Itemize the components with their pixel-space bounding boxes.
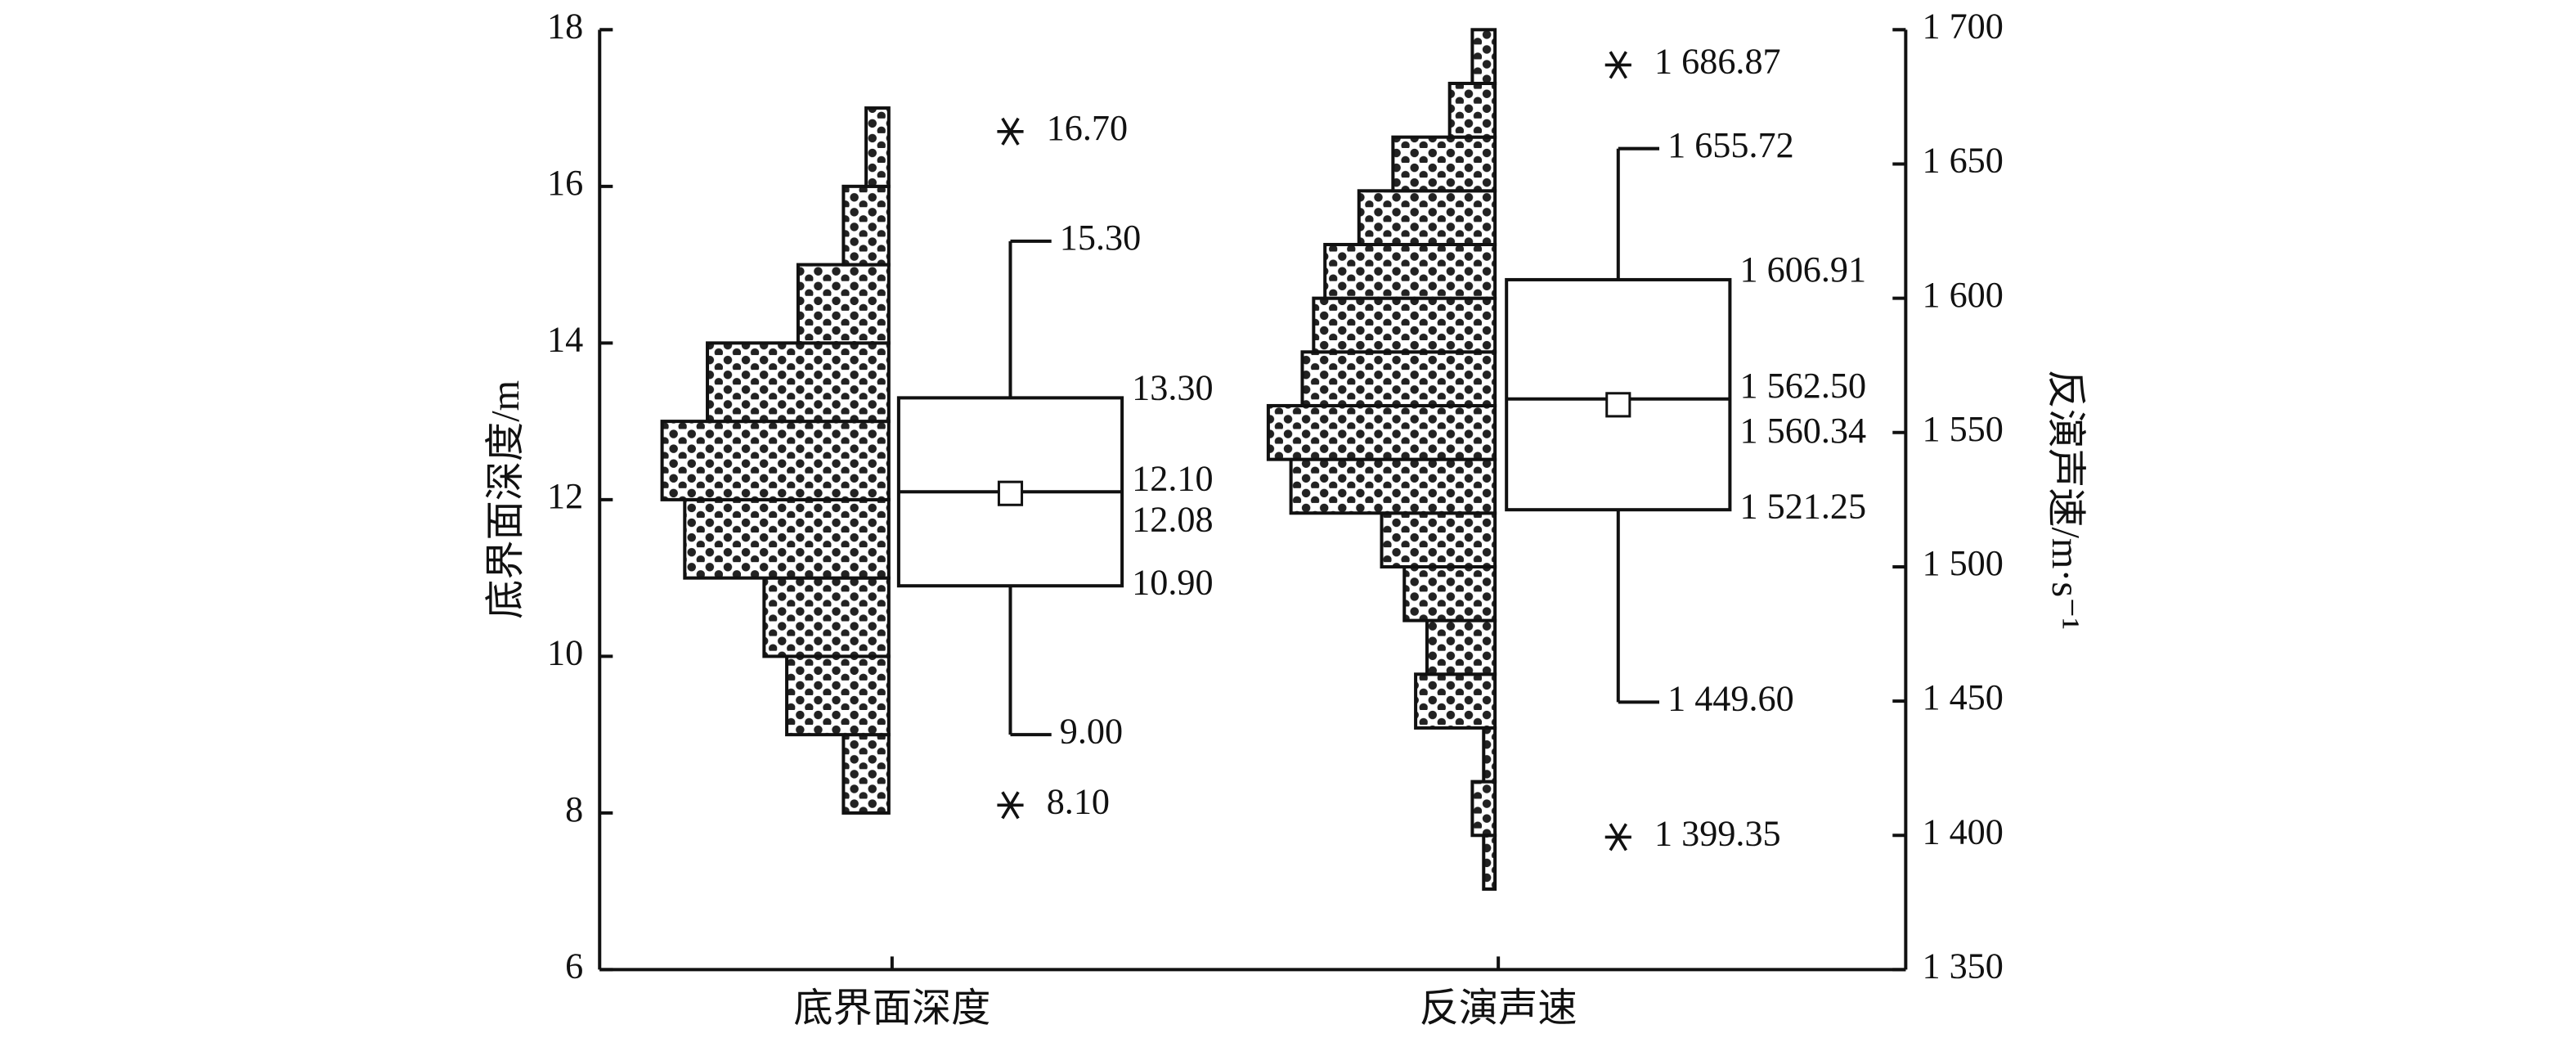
histogram-bar (1447, 81, 1497, 139)
y-tick-label: 8 (565, 789, 583, 829)
histogram-bar (1357, 189, 1497, 246)
histogram-bar (1470, 780, 1497, 838)
mean-marker (1605, 392, 1631, 418)
q1-label: 1 521.25 (1739, 486, 1866, 526)
outlier (1609, 51, 1627, 79)
histogram-bar (841, 733, 891, 815)
histogram-bar (841, 184, 891, 267)
histogram-bar (1470, 28, 1497, 85)
y-axis-label: 底界面深度/m (484, 380, 527, 619)
y2-axis-label: 反演声速/m·s⁻¹ (2044, 370, 2087, 630)
y2-tick-label: 1 550 (1922, 409, 2003, 449)
histogram-bar (864, 106, 891, 188)
outlier-label: 16.70 (1047, 108, 1128, 148)
histogram-bar (1425, 618, 1497, 676)
y2-tick-label: 1 350 (1922, 946, 2003, 986)
outlier (1609, 823, 1627, 852)
histogram-bar (762, 576, 891, 658)
y2-tick-label: 1 600 (1922, 275, 2003, 315)
mean-marker (997, 480, 1024, 506)
histogram-bar (706, 341, 891, 424)
outlier-label: 8.10 (1047, 781, 1110, 821)
outlier (1001, 791, 1020, 820)
histogram-bar (785, 654, 891, 737)
histogram-bar (1482, 834, 1497, 891)
x-tick-label: 反演声速 (1420, 987, 1577, 1031)
whisker-label: 15.30 (1060, 218, 1141, 258)
histogram-bar (1414, 672, 1497, 730)
histogram-bar (1402, 564, 1497, 622)
histogram-bar (660, 420, 891, 501)
q3-label: 1 606.91 (1739, 249, 1866, 290)
y-tick-label: 10 (547, 633, 583, 673)
whisker-label: 9.00 (1060, 711, 1123, 751)
y-tick-label: 12 (547, 476, 583, 516)
outlier-label: 1 399.35 (1654, 814, 1781, 854)
y-tick-label: 18 (547, 6, 583, 46)
y2-tick-label: 1 400 (1922, 811, 2003, 852)
histogram-bar (1300, 350, 1497, 407)
mean-label: 1 560.34 (1739, 411, 1866, 451)
histogram-bar (1391, 135, 1497, 193)
whisker-label: 1 655.72 (1667, 125, 1794, 165)
q1-label: 10.90 (1132, 562, 1213, 602)
outlier (1001, 117, 1020, 146)
y-tick-label: 14 (547, 319, 583, 359)
y2-tick-label: 1 700 (1922, 6, 2003, 46)
mean-label: 12.08 (1132, 500, 1213, 540)
median-label: 12.10 (1132, 458, 1213, 498)
y-tick-label: 16 (547, 163, 583, 203)
y2-tick-label: 1 450 (1922, 677, 2003, 717)
y2-tick-label: 1 500 (1922, 543, 2003, 583)
histogram-bar (1482, 726, 1497, 784)
histogram-bar (683, 497, 891, 580)
x-tick-label: 底界面深度 (793, 987, 990, 1031)
histogram-bar (1323, 242, 1497, 300)
median-label: 1 562.50 (1739, 366, 1866, 406)
y2-tick-label: 1 650 (1922, 141, 2003, 181)
whisker-label: 1 449.60 (1667, 679, 1794, 719)
histogram-bar (1380, 511, 1497, 568)
histogram-bar (796, 263, 891, 345)
histogram-bar (1266, 403, 1497, 461)
histogram-bar (1289, 457, 1497, 515)
outlier-label: 1 686.87 (1654, 42, 1781, 82)
y-tick-label: 6 (565, 946, 583, 986)
q3-label: 13.30 (1132, 367, 1213, 407)
histogram-bar (1312, 296, 1497, 354)
